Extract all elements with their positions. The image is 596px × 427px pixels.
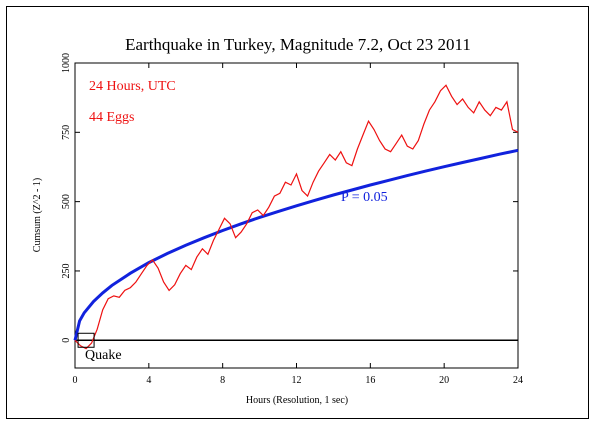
y-tick-label: 500 <box>61 194 72 209</box>
x-tick-label: 12 <box>292 375 302 386</box>
cumsum-line <box>74 84 519 350</box>
x-tick-label: 20 <box>439 375 449 386</box>
x-tick-label: 8 <box>220 375 225 386</box>
quake-annotation: Quake <box>85 348 122 363</box>
probability-annotation: P = 0.05 <box>341 190 388 205</box>
x-axis-label: Hours (Resolution, 1 sec) <box>246 395 348 406</box>
y-tick-label: 750 <box>61 125 72 140</box>
x-tick-label: 4 <box>146 375 151 386</box>
y-tick-label: 1000 <box>61 53 72 73</box>
y-tick-label: 0 <box>61 338 72 343</box>
quake-marker <box>77 332 95 348</box>
y-axis-label: Cumsum (Z^2 - 1) <box>32 178 43 252</box>
eggs-annotation: 44 Eggs <box>89 110 135 125</box>
x-tick-label: 16 <box>365 375 375 386</box>
x-tick-label: 0 <box>73 375 78 386</box>
hours-annotation: 24 Hours, UTC <box>89 79 176 94</box>
probability-curve <box>73 148 519 341</box>
x-tick-label: 24 <box>513 375 523 386</box>
plot-area <box>74 62 519 369</box>
chart-title: Earthquake in Turkey, Magnitude 7.2, Oct… <box>125 35 471 54</box>
chart-frame <box>6 6 589 419</box>
y-tick-label: 250 <box>61 263 72 278</box>
